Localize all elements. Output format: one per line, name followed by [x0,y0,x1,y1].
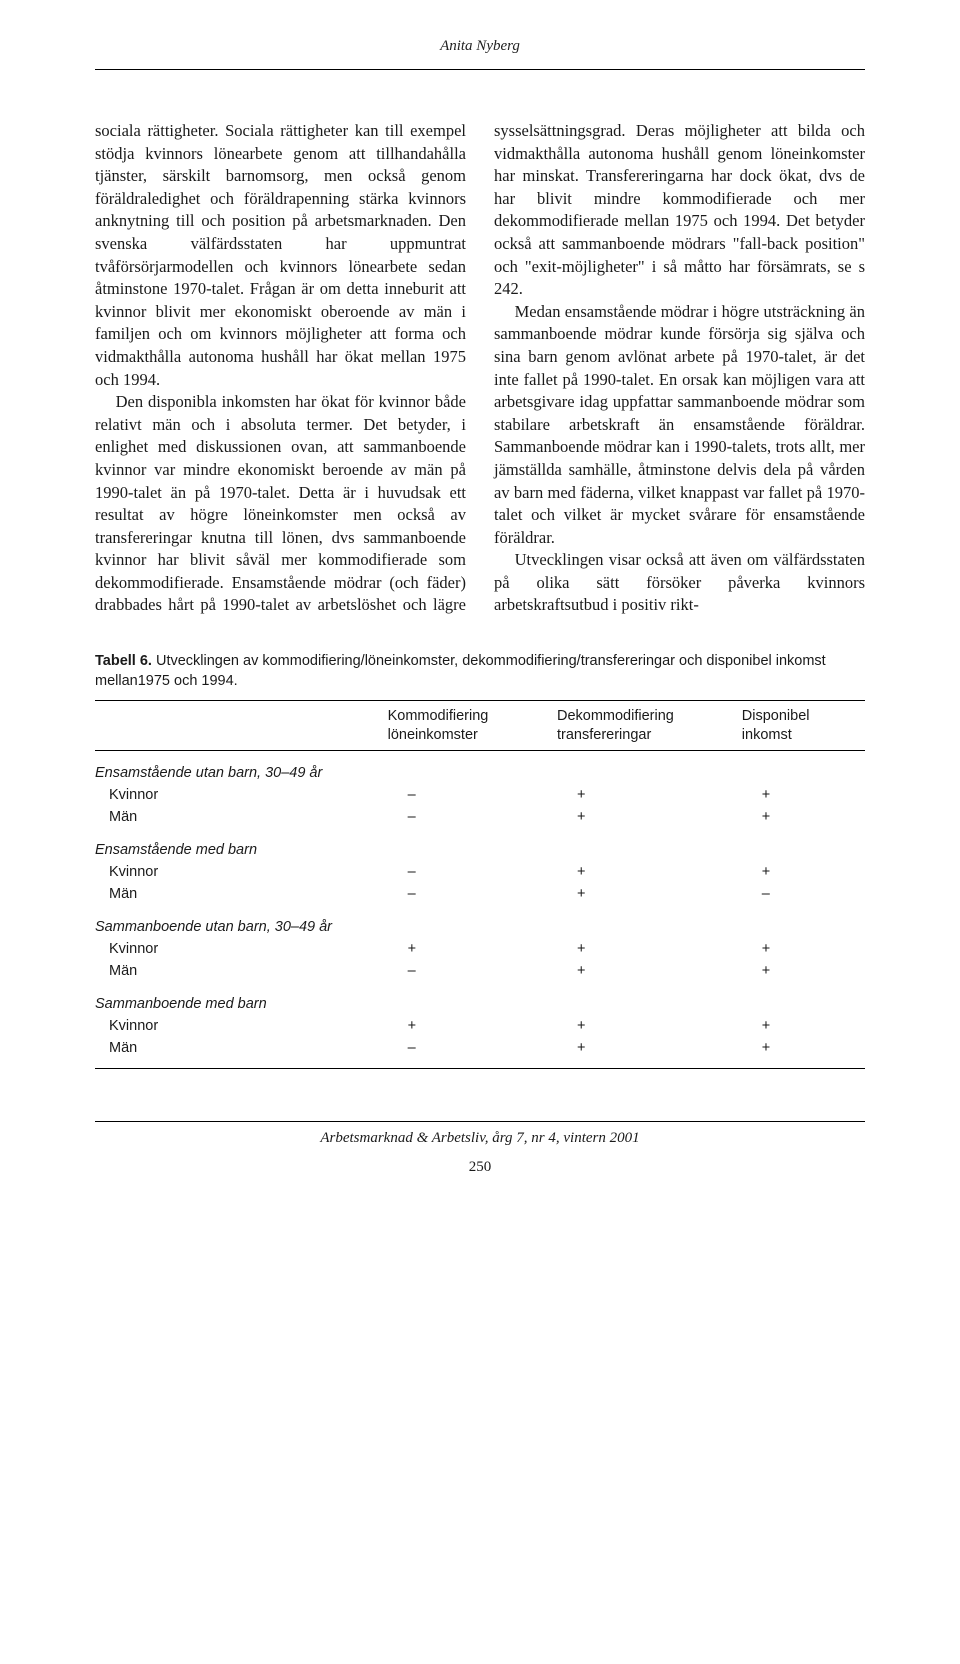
table-caption-text: Utvecklingen av kommodifiering/löneinkom… [95,653,826,689]
row-label: Män [95,806,388,828]
table-row: Kvinnor+++ [95,1015,865,1037]
cell-value: + [742,1015,865,1037]
cell-value: – [388,883,557,905]
data-table: Kommodifiering löneinkomster Dekommodifi… [95,700,865,1069]
header-rule [95,69,865,70]
table-caption-label: Tabell 6. [95,653,152,669]
table-bottom-rule [95,1068,865,1069]
body-para-1: sociala rättigheter. Sociala rättigheter… [95,120,466,391]
page-number: 250 [95,1159,865,1176]
th-dekommod: Dekommodifiering transfereringar [557,700,742,751]
th-disponibel: Disponibel inkomst [742,700,865,751]
th-text: löneinkomster [388,727,478,743]
row-label: Kvinnor [95,861,388,883]
cell-value: + [742,806,865,828]
table-row: Kvinnor–++ [95,861,865,883]
th-text: inkomst [742,727,792,743]
table-row: Kvinnor–++ [95,784,865,806]
th-text: transfereringar [557,727,651,743]
row-label: Kvinnor [95,1015,388,1037]
cell-value: + [557,938,742,960]
th-kommod: Kommodifiering löneinkomster [388,700,557,751]
table-body: Ensamstående utan barn, 30–49 årKvinnor–… [95,751,865,1069]
cell-value: + [557,861,742,883]
group-label: Sammanboende utan barn, 30–49 år [95,905,865,938]
row-label: Kvinnor [95,938,388,960]
group-label: Ensamstående utan barn, 30–49 år [95,751,865,785]
cell-value: – [388,806,557,828]
table-group-header: Ensamstående med barn [95,828,865,861]
cell-value: + [557,960,742,982]
footer-rule [95,1121,865,1122]
table-row: Män–+– [95,883,865,905]
cell-value: + [557,1015,742,1037]
table-group-header: Ensamstående utan barn, 30–49 år [95,751,865,785]
cell-value: – [388,784,557,806]
table-row: Män–++ [95,960,865,982]
cell-value: + [557,883,742,905]
row-label: Män [95,1037,388,1068]
table-block: Tabell 6. Utvecklingen av kommodifiering… [95,651,865,1069]
cell-value: – [388,1037,557,1068]
th-text: Disponibel [742,708,810,724]
table-row: Kvinnor+++ [95,938,865,960]
row-label: Män [95,883,388,905]
cell-value: + [742,861,865,883]
th-text: Dekommodifiering [557,708,674,724]
table-group-header: Sammanboende utan barn, 30–49 år [95,905,865,938]
cell-value: + [388,1015,557,1037]
cell-value: + [557,784,742,806]
body-para-4: Utvecklingen visar också att även om väl… [494,549,865,617]
table-row: Män–++ [95,1037,865,1068]
cell-value: + [742,938,865,960]
page-footer: Arbetsmarknad & Arbetsliv, årg 7, nr 4, … [95,1121,865,1176]
row-label: Män [95,960,388,982]
cell-value: + [557,1037,742,1068]
cell-value: – [388,960,557,982]
cell-value: + [742,784,865,806]
cell-value: + [557,806,742,828]
group-label: Ensamstående med barn [95,828,865,861]
cell-value: + [742,1037,865,1068]
cell-value: – [742,883,865,905]
cell-value: – [388,861,557,883]
body-columns: sociala rättigheter. Sociala rättigheter… [95,120,865,617]
th-text: Kommodifiering [388,708,489,724]
running-header: Anita Nyberg [95,38,865,55]
cell-value: + [388,938,557,960]
th-empty [95,700,388,751]
table-caption: Tabell 6. Utvecklingen av kommodifiering… [95,651,865,692]
journal-line: Arbetsmarknad & Arbetsliv, årg 7, nr 4, … [95,1130,865,1147]
table-header-row: Kommodifiering löneinkomster Dekommodifi… [95,700,865,751]
group-label: Sammanboende med barn [95,982,865,1015]
cell-value: + [742,960,865,982]
body-para-3: Medan ensamstående mödrar i högre utsträ… [494,301,865,550]
table-group-header: Sammanboende med barn [95,982,865,1015]
table-row: Män–++ [95,806,865,828]
row-label: Kvinnor [95,784,388,806]
